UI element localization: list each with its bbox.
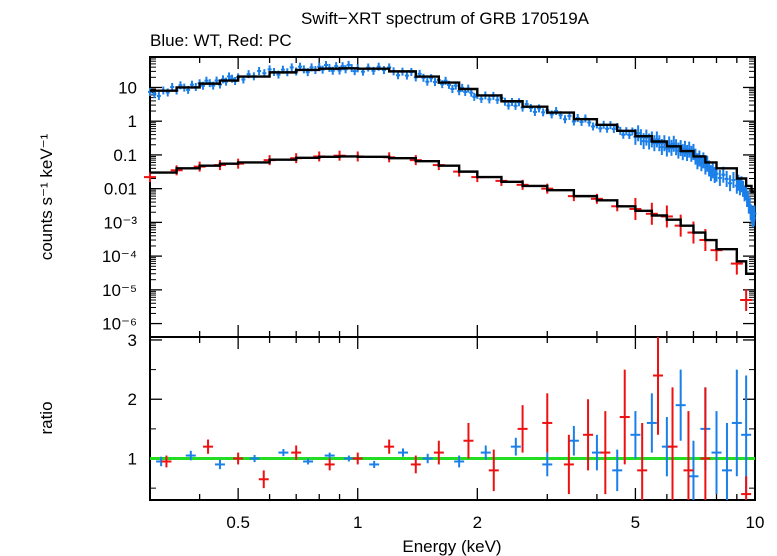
y-tick-label: 1 bbox=[128, 450, 137, 469]
x-tick-label: 0.5 bbox=[226, 513, 250, 532]
chart-subtitle: Blue: WT, Red: PC bbox=[150, 31, 292, 50]
y-tick-label: 0.01 bbox=[104, 180, 137, 199]
pc-model-line bbox=[150, 155, 755, 275]
y-tick-label: 10⁻⁴ bbox=[102, 247, 137, 266]
y-tick-label: 0.1 bbox=[113, 146, 137, 165]
y-tick-label: 3 bbox=[128, 331, 137, 350]
ratio-ticks: 0.5 1 2 5 10 1 2 3 bbox=[128, 331, 765, 532]
y-axis-label-ratio: ratio bbox=[37, 401, 56, 434]
spectrum-marks bbox=[144, 60, 757, 312]
y-tick-label: 10⁻⁵ bbox=[102, 281, 137, 300]
y-axis-label-spectrum: counts s⁻¹ keV⁻¹ bbox=[37, 133, 56, 260]
y-tick-label: 10⁻³ bbox=[103, 213, 137, 232]
x-tick-label: 2 bbox=[473, 513, 482, 532]
y-tick-label: 2 bbox=[128, 390, 137, 409]
y-tick-label: 10 bbox=[118, 78, 137, 97]
x-tick-label: 1 bbox=[353, 513, 362, 532]
x-tick-label: 5 bbox=[631, 513, 640, 532]
ratio-marks bbox=[150, 337, 755, 500]
ratio-panel-frame bbox=[149, 336, 756, 501]
y-tick-label: 10⁻⁶ bbox=[102, 315, 137, 334]
x-tick-label: 10 bbox=[746, 513, 765, 532]
wt-model-line bbox=[150, 67, 755, 194]
spectrum-ticks: 10 1 0.1 0.01 10⁻³ 10⁻⁴ 10⁻⁵ 10⁻⁶ bbox=[102, 56, 756, 337]
chart-title: Swift−XRT spectrum of GRB 170519A bbox=[301, 9, 590, 28]
spectrum-panel-frame bbox=[149, 56, 756, 338]
y-tick-label: 1 bbox=[128, 112, 137, 131]
x-axis-label: Energy (keV) bbox=[402, 537, 501, 556]
